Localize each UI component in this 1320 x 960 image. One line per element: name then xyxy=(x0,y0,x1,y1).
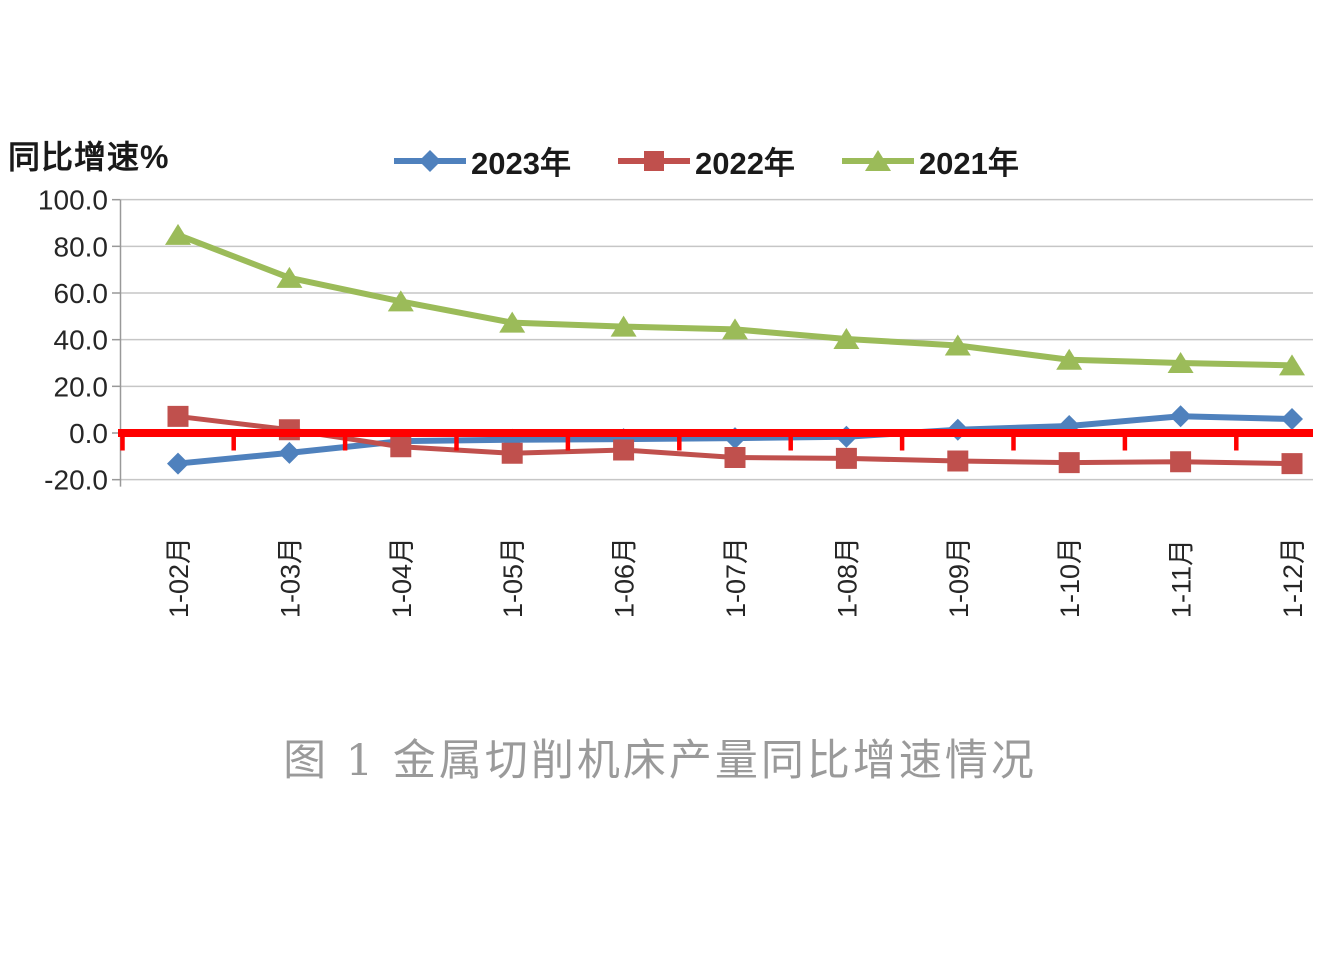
series-2022年-marker xyxy=(1170,451,1192,473)
y-tick-label-0.0: 0.0 xyxy=(69,418,108,449)
x-tick-label-1-02月: 1-02月 xyxy=(164,537,194,618)
legend-item-2021年: 2021年 xyxy=(841,138,1019,183)
series-2023年-marker xyxy=(1169,405,1192,428)
x-tick-label-1-04月: 1-04月 xyxy=(387,537,417,618)
series-2021年-marker xyxy=(833,327,860,349)
series-2023年-marker xyxy=(278,441,301,464)
series-2021年-marker xyxy=(722,318,748,340)
x-tick-label-1-07月: 1-07月 xyxy=(721,537,751,618)
legend-item-2023年: 2023年 xyxy=(393,138,571,183)
x-tick-label-1-11月: 1-11月 xyxy=(1167,539,1197,618)
series-2022年-marker xyxy=(167,405,189,427)
legend-marker-square-icon xyxy=(617,150,690,171)
series-2022年-marker xyxy=(947,450,969,472)
series-2023年-marker xyxy=(1281,408,1303,430)
series-2022年-marker xyxy=(390,436,412,458)
chart-legend: 2023年 2022年 2021年 xyxy=(393,138,1019,183)
chart-plot-area: 100.0 80.0 60.0 40.0 20.0 0.0 -20.0 1-02月 1-03月 1… xyxy=(38,185,1313,618)
series-2021年-marker xyxy=(1167,352,1194,373)
series-2022年-marker xyxy=(613,439,635,461)
x-tick-label-1-08月: 1-08月 xyxy=(832,537,862,618)
series-2022年-marker xyxy=(1281,453,1303,475)
y-tick-label-20.0: 20.0 xyxy=(54,371,109,402)
figure-caption: 图 1 金属切削机床产量同比增速情况 xyxy=(283,736,1037,786)
series-2023年-marker xyxy=(167,452,189,475)
series-2021年-marker xyxy=(387,290,414,312)
y-tick-label-60.0: 60.0 xyxy=(54,278,109,309)
y-tick-label-80.0: 80.0 xyxy=(54,231,109,262)
y-tick-label--20.0: -20.0 xyxy=(44,465,108,496)
series-line-2021年 xyxy=(176,232,1293,369)
legend-label: 2021年 xyxy=(918,146,1019,181)
series-2021年-marker xyxy=(165,223,191,245)
legend-item-2022年: 2022年 xyxy=(617,138,795,183)
x-tick-label-1-05月: 1-05月 xyxy=(498,537,528,618)
legend-label: 2023年 xyxy=(471,146,571,181)
x-tick-label-1-12月: 1-12月 xyxy=(1278,537,1308,618)
series-2021年-marker xyxy=(276,266,303,288)
series-2022年-marker xyxy=(1058,452,1080,474)
series-2021年-marker xyxy=(1279,354,1305,376)
series-2022年-marker xyxy=(724,447,746,468)
y-tick-label-40.0: 40.0 xyxy=(54,325,109,356)
series-2022年-marker xyxy=(501,442,523,464)
legend-marker-diamond-icon xyxy=(394,149,466,172)
series-2021年-marker xyxy=(1056,348,1083,370)
x-tick-label-1-03月: 1-03月 xyxy=(275,537,305,618)
series-2021年-marker xyxy=(610,315,637,337)
y-tick-label-100.0: 100.0 xyxy=(38,185,108,216)
x-tick-label-1-06月: 1-06月 xyxy=(610,537,640,618)
x-tick-label-1-10月: 1-10月 xyxy=(1055,537,1085,618)
x-tick-label-1-09月: 1-09月 xyxy=(944,537,974,618)
legend-label: 2022年 xyxy=(694,146,795,181)
series-2021年-marker xyxy=(499,311,526,333)
y-axis-title: 同比增速% xyxy=(8,139,170,175)
series-2021年-marker xyxy=(944,334,971,356)
series-2022年-marker xyxy=(835,447,857,469)
legend-marker-triangle-icon xyxy=(841,149,914,171)
